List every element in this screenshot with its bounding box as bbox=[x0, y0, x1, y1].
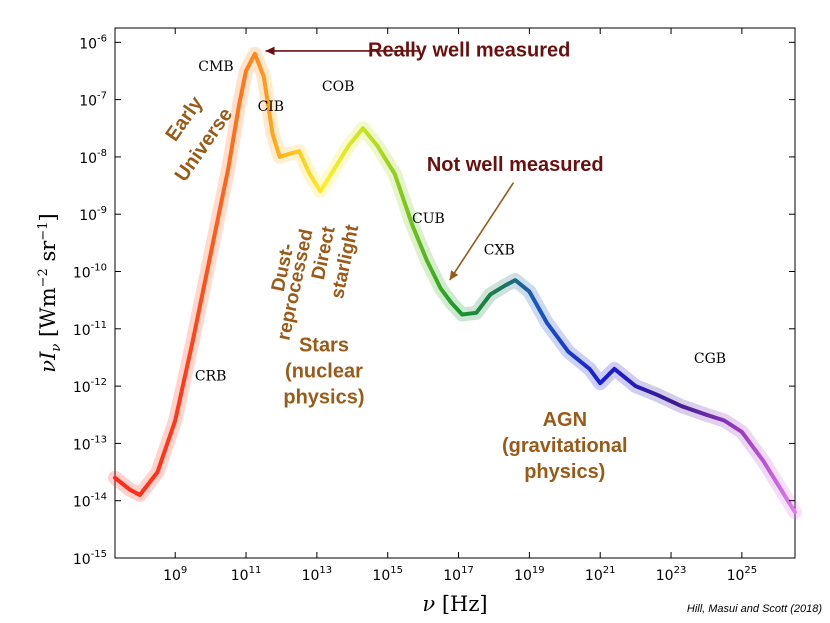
spectrum-point bbox=[156, 470, 159, 474]
spectrum-point bbox=[209, 253, 212, 256]
band-label-cob: COB bbox=[322, 79, 354, 95]
annotation-agn-2: (gravitational bbox=[502, 435, 628, 457]
spectrum-point bbox=[528, 290, 531, 293]
spectrum-point bbox=[680, 405, 683, 408]
spectrum-point bbox=[191, 339, 195, 342]
spectrum-point bbox=[567, 350, 570, 353]
spectrum-point bbox=[128, 488, 131, 491]
x-tick-label: 1025 bbox=[727, 565, 758, 584]
ticks-layer: 109 1011 1013 1015 1017 1019 1021 1023 1025 10-6 1… bbox=[73, 28, 795, 584]
spectrum-point bbox=[450, 301, 453, 305]
x-tick-label: 1013 bbox=[302, 565, 333, 584]
spectrum-point bbox=[475, 311, 478, 314]
spectrum-point bbox=[361, 127, 365, 130]
annotation-arrow-head bbox=[449, 270, 459, 281]
spectrum-point bbox=[460, 313, 464, 316]
spectrum-point bbox=[514, 278, 517, 282]
spectrum-point bbox=[425, 258, 428, 262]
y-tick-label: 10-8 bbox=[79, 148, 107, 167]
band-label-cxb: CXB bbox=[484, 242, 515, 258]
y-axis-title: νIν [Wm−2 sr−1] bbox=[36, 213, 64, 372]
y-tick-label: 10-14 bbox=[73, 492, 107, 511]
spectrum-point bbox=[634, 384, 637, 388]
spectrum-point bbox=[287, 152, 290, 156]
spectrum-point bbox=[298, 150, 301, 153]
x-tick-label: 109 bbox=[163, 565, 187, 584]
annotation-arrow-head bbox=[265, 46, 275, 56]
spectrum-point bbox=[655, 393, 659, 396]
y-tick-label: 10-15 bbox=[73, 549, 107, 568]
spectrum-point bbox=[503, 284, 506, 287]
y-tick-label: 10-9 bbox=[79, 205, 107, 224]
spectrum-point bbox=[740, 430, 744, 434]
spectrum-point bbox=[174, 419, 177, 422]
y-tick-label: 10-12 bbox=[73, 377, 107, 396]
spectrum-point bbox=[761, 459, 765, 462]
spectrum-point bbox=[271, 132, 274, 136]
spectrum-point bbox=[227, 167, 230, 170]
spectrum-point bbox=[599, 382, 602, 385]
x-tick-label: 1019 bbox=[514, 565, 545, 584]
band-label-cub: CUB bbox=[412, 211, 445, 227]
spectrum-point bbox=[319, 190, 322, 193]
x-tick-label: 1017 bbox=[443, 565, 474, 584]
band-label-cgb: CGB bbox=[694, 351, 726, 367]
x-tick-label: 1015 bbox=[372, 565, 403, 584]
annotation-arrow-line bbox=[449, 182, 515, 281]
annotation-stars-3: physics) bbox=[283, 386, 364, 408]
spectrum-point bbox=[237, 104, 241, 107]
spectrum-point bbox=[793, 511, 797, 514]
spectrum-point bbox=[308, 172, 311, 176]
band-label-crb: CRB bbox=[195, 368, 227, 384]
spectrum-point bbox=[545, 321, 549, 325]
y-tick-label: 10-7 bbox=[79, 91, 107, 110]
spectrum-point bbox=[588, 367, 591, 371]
annotation-agn-1: AGN bbox=[543, 409, 587, 431]
y-tick-label: 10-13 bbox=[73, 434, 107, 453]
spectrum-point bbox=[347, 144, 350, 147]
y-tick-label: 10-11 bbox=[73, 320, 107, 339]
spectrum-point bbox=[262, 75, 265, 78]
x-tick-label: 1023 bbox=[656, 565, 687, 584]
band-labels-layer: CMB CIB COB CUB CXB CRB CGB bbox=[195, 59, 726, 384]
annotation-not-well: Not well measured bbox=[427, 154, 604, 176]
spectrum-point bbox=[779, 488, 782, 491]
plot-frame bbox=[114, 27, 796, 559]
y-tick-label: 10-10 bbox=[73, 263, 107, 282]
spectrum-point bbox=[393, 172, 396, 176]
x-tick-label: 1011 bbox=[231, 565, 262, 584]
svg-text:νIν [Wm−2 sr−1]: νIν [Wm−2 sr−1] bbox=[36, 213, 64, 372]
band-label-cmb: CMB bbox=[198, 59, 233, 75]
spectrum-point bbox=[375, 144, 379, 147]
spectrum-layer bbox=[108, 46, 802, 520]
spectrum-point bbox=[253, 52, 257, 55]
spectrum-point bbox=[705, 413, 708, 416]
band-label-cib: CIB bbox=[258, 99, 285, 115]
y-tick-label: 10-6 bbox=[79, 33, 107, 52]
spectrum-point bbox=[244, 69, 248, 73]
x-tick-label: 1021 bbox=[585, 565, 616, 584]
spectrum-point bbox=[278, 155, 281, 159]
spectrum-point bbox=[489, 293, 492, 296]
spectrum-point bbox=[411, 224, 414, 227]
annotation-stars-2: (nuclear bbox=[285, 361, 363, 383]
spectrum-point bbox=[613, 367, 616, 371]
annotation-stars-1: Stars bbox=[299, 335, 349, 357]
spectrum-point bbox=[439, 287, 442, 290]
spectrum-point bbox=[113, 476, 117, 479]
annotation-agn-3: physics) bbox=[524, 461, 605, 483]
spectrum-point bbox=[138, 493, 141, 497]
x-axis-title: ν [Hz] bbox=[422, 592, 487, 616]
spectrum-point bbox=[333, 167, 336, 170]
spectrum-point bbox=[723, 419, 726, 422]
annotation-really-well: Really well measured bbox=[368, 40, 570, 62]
credit-text: Hill, Masui and Scott (2018) bbox=[687, 603, 822, 615]
